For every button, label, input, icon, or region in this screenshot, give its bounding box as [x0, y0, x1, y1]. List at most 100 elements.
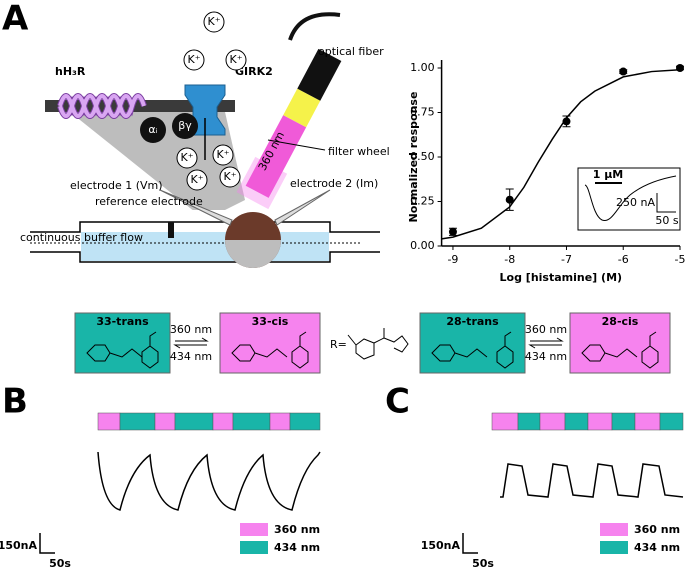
light-segment [232, 412, 271, 431]
oocyte [225, 240, 281, 268]
ion [183, 49, 205, 71]
scale-label: 150nA [421, 539, 461, 552]
legend-label: 360 nm [274, 523, 320, 536]
electrode [159, 189, 233, 226]
ion-label: K⁺ [216, 148, 229, 161]
filter [283, 88, 321, 128]
receptor [58, 94, 146, 118]
y-axis-title: Normalized response [407, 92, 420, 223]
y-tick-label: 0.25 [410, 195, 435, 208]
legend-label: 434 nm [634, 541, 680, 554]
compound-label: 28-cis [602, 315, 639, 328]
receptor-label: hH₃R [55, 65, 86, 78]
inset-trace [584, 175, 677, 221]
light-segment [611, 412, 636, 431]
scale-label: 250 nA [616, 196, 655, 209]
fiber [297, 48, 342, 101]
light-segment [154, 412, 176, 431]
panel-label: A [2, 0, 29, 39]
scale-bar [656, 193, 676, 213]
ion [186, 169, 208, 191]
y-tick-label: 0.00 [410, 239, 435, 252]
scale-label: 50s [472, 557, 494, 570]
ion [219, 166, 241, 188]
flow-label: continuous buffer flow [20, 231, 143, 244]
light-segment [491, 412, 519, 431]
stimulus-label: 1 µM [593, 168, 624, 181]
switch-label: 434 nm [525, 350, 567, 363]
panel-label: C [385, 382, 410, 422]
structure [231, 331, 309, 369]
light-segment [564, 412, 589, 431]
switch-label: 360 nm [525, 323, 567, 336]
light-cone [70, 112, 245, 220]
data-point [505, 195, 514, 204]
x-tick-label: -6 [618, 253, 629, 266]
fiber-label: optical fiber [318, 45, 384, 58]
setup-diagram [30, 12, 380, 268]
g-beta-gamma [172, 113, 198, 139]
fit-curve [441, 69, 681, 240]
chamber [30, 221, 380, 263]
fiber-tip [245, 115, 307, 198]
inset-frame [577, 167, 681, 231]
ion [203, 11, 225, 33]
electrode-label: electrode 1 (Vm) [70, 179, 163, 192]
ion-label: K⁺ [229, 53, 242, 66]
x-tick-label: -5 [675, 253, 685, 266]
ion-label: K⁺ [190, 173, 203, 186]
filter-label: filter wheel [328, 145, 390, 158]
g-alpha-label: αᵢ [148, 123, 157, 136]
channel-label: GIRK2 [235, 65, 273, 78]
legend-swatch [240, 541, 268, 554]
r-structure [347, 328, 409, 360]
x-tick-label: -8 [504, 253, 515, 266]
x-tick-label: -9 [447, 253, 458, 266]
bath-top [40, 210, 365, 230]
legend-label: 434 nm [274, 541, 320, 554]
electrode [274, 189, 331, 226]
ion-label: K⁺ [223, 170, 236, 183]
data-point [448, 227, 457, 236]
structure [581, 331, 659, 369]
g-beta-gamma-label: βγ [178, 119, 192, 132]
reference-electrode [168, 222, 174, 238]
scale-label: 50s [49, 557, 71, 570]
scale-label: 50 s [655, 214, 678, 227]
equilibrium-arrow [173, 337, 209, 349]
ion-label: K⁺ [207, 15, 220, 28]
light-segment [634, 412, 661, 431]
data-point [676, 64, 684, 72]
compound-box [569, 312, 671, 374]
light-segment [587, 412, 613, 431]
equilibrium-arrow [528, 337, 564, 349]
legend-label: 360 nm [634, 523, 680, 536]
y-tick-label: 1.00 [410, 61, 435, 74]
leader [267, 139, 326, 151]
buffer [81, 232, 329, 261]
compound-box [219, 312, 321, 374]
compound-box [74, 312, 171, 374]
r-label: R= [330, 338, 347, 351]
structure [86, 331, 159, 369]
light-segment [97, 412, 121, 431]
light-segment [212, 412, 234, 431]
current-trace [500, 463, 684, 498]
scale-bar [39, 533, 55, 554]
data-point [619, 67, 628, 76]
legend-swatch [600, 541, 628, 554]
data-point [562, 117, 571, 126]
x-tick-label: -7 [561, 253, 572, 266]
ion [225, 49, 247, 71]
fiber-cable [288, 12, 341, 41]
ion [212, 144, 234, 166]
compound-label: 33-trans [96, 315, 149, 328]
ion-label: K⁺ [187, 53, 200, 66]
legend-swatch [600, 523, 628, 536]
compound-box [419, 312, 526, 374]
y-tick-label: 0.75 [410, 106, 435, 119]
panel-label: B [2, 382, 28, 422]
light-segment [269, 412, 291, 431]
light-segment [119, 412, 156, 431]
